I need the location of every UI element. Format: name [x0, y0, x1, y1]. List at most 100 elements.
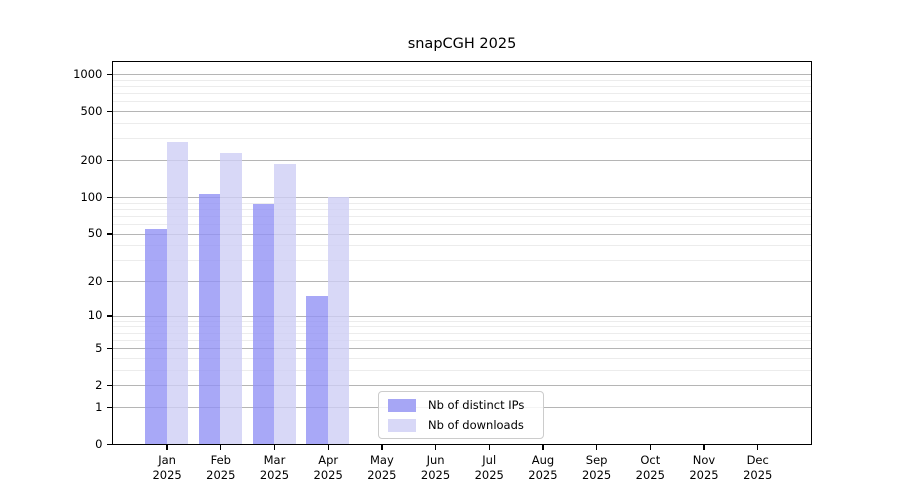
x-tick-label-line: 2025: [206, 468, 236, 483]
minor-gridline: [113, 123, 811, 124]
x-tick-mark: [327, 445, 329, 451]
x-tick-label: Sep 2025: [565, 453, 629, 483]
y-tick-label: 10: [87, 308, 103, 323]
x-tick-label-line: 2025: [581, 468, 612, 483]
y-tick-mark: [107, 443, 112, 446]
x-tick-label: Apr 2025: [296, 453, 360, 483]
minor-gridline: [113, 138, 811, 140]
minor-gridline: [113, 93, 811, 95]
legend: Nb of distinct IPs Nb of downloads: [378, 391, 544, 439]
y-tick-mark: [107, 347, 112, 350]
y-tick-label: 50: [87, 226, 103, 241]
minor-gridline: [113, 86, 811, 87]
y-tick-label: 20: [87, 273, 103, 288]
x-tick-label-line: 2025: [689, 468, 719, 483]
bar-downloads-3: [327, 196, 350, 444]
major-gridline: [113, 233, 811, 235]
x-tick-label-line: Apr: [318, 453, 339, 468]
major-gridline: [113, 160, 811, 161]
y-tick-label: 5: [95, 340, 103, 355]
bar-distinct-ips-2: [252, 204, 275, 444]
bar-distinct-ips-0: [145, 229, 167, 444]
bar-downloads-0: [166, 142, 189, 444]
x-tick-label: Nov 2025: [672, 453, 736, 483]
x-tick-label-line: Jul: [482, 453, 497, 468]
legend-entry-distinct-ips: Nb of distinct IPs: [388, 398, 534, 412]
x-tick-label: Feb 2025: [189, 453, 253, 483]
major-gridline: [113, 111, 811, 113]
x-tick-label-line: Aug: [531, 453, 555, 468]
x-tick-mark: [488, 445, 490, 451]
major-gridline: [113, 315, 811, 317]
x-tick-mark: [220, 445, 222, 451]
x-tick-label-line: Oct: [640, 453, 661, 468]
y-tick-mark: [107, 280, 112, 283]
x-tick-label-line: Dec: [746, 453, 769, 468]
major-gridline: [113, 281, 811, 282]
chart-title: snapCGH 2025: [407, 36, 517, 52]
y-tick-mark: [107, 73, 112, 76]
minor-gridline: [113, 369, 811, 371]
x-tick-label-line: 2025: [259, 468, 290, 483]
x-tick-label-line: Nov: [692, 453, 716, 468]
minor-gridline: [113, 357, 811, 359]
x-tick-label-line: Jun: [426, 453, 445, 468]
y-tick-mark: [107, 406, 112, 408]
bar-distinct-ips-1: [198, 194, 221, 444]
x-tick-mark: [166, 445, 168, 451]
x-tick-mark: [381, 445, 383, 451]
major-gridline: [113, 74, 811, 75]
x-tick-mark: [649, 445, 651, 451]
bar-downloads-2: [274, 163, 296, 444]
x-tick-label-line: 2025: [743, 468, 773, 483]
x-tick-label: Jul 2025: [457, 453, 521, 483]
legend-label-distinct-ips: Nb of distinct IPs: [428, 398, 525, 412]
x-tick-label-line: 2025: [152, 468, 182, 483]
y-tick-label: 100: [80, 189, 103, 204]
minor-gridline: [113, 320, 811, 322]
y-tick-label: 1: [95, 399, 103, 414]
major-gridline: [113, 348, 811, 350]
x-tick-label-line: 2025: [635, 468, 665, 483]
minor-gridline: [113, 339, 811, 341]
y-tick-label: 0: [95, 436, 103, 451]
y-tick-label: 500: [80, 104, 103, 118]
x-tick-label: Aug 2025: [511, 453, 575, 483]
x-tick-mark: [434, 445, 437, 451]
x-tick-label: Jan 2025: [135, 453, 199, 483]
legend-swatch-distinct-ips-icon: [388, 398, 416, 412]
y-tick-label: 2: [95, 378, 103, 393]
legend-swatch-downloads-icon: [388, 418, 416, 432]
minor-gridline: [113, 79, 811, 81]
x-tick-label: May 2025: [350, 453, 414, 483]
x-tick-label-line: 2025: [420, 468, 451, 483]
x-tick-mark: [703, 445, 705, 451]
x-tick-mark: [273, 445, 276, 451]
x-tick-label-line: 2025: [474, 468, 504, 483]
legend-label-downloads: Nb of downloads: [428, 418, 524, 432]
minor-gridline: [113, 332, 811, 334]
bar-distinct-ips-3: [306, 295, 328, 444]
minor-gridline: [113, 202, 811, 204]
x-tick-mark: [542, 445, 544, 451]
x-tick-mark: [595, 445, 598, 451]
minor-gridline: [113, 245, 811, 247]
x-tick-label: Oct 2025: [618, 453, 682, 483]
major-gridline: [113, 196, 811, 198]
x-tick-label: Dec 2025: [726, 453, 790, 483]
minor-gridline: [113, 101, 811, 103]
y-tick-mark: [107, 384, 112, 387]
major-gridline: [113, 385, 811, 387]
y-tick-mark: [107, 196, 112, 198]
y-tick-label: 200: [80, 152, 103, 167]
x-tick-label-line: Sep: [585, 453, 608, 468]
legend-entry-downloads: Nb of downloads: [388, 418, 534, 432]
minor-gridline: [113, 223, 811, 225]
minor-gridline: [113, 260, 811, 262]
x-tick-label-line: Feb: [210, 453, 231, 468]
minor-gridline: [113, 208, 811, 210]
x-tick-label: Mar 2025: [242, 453, 306, 483]
y-tick-mark: [107, 233, 112, 235]
x-tick-label: Jun 2025: [404, 453, 468, 483]
x-tick-label-line: 2025: [528, 468, 558, 483]
